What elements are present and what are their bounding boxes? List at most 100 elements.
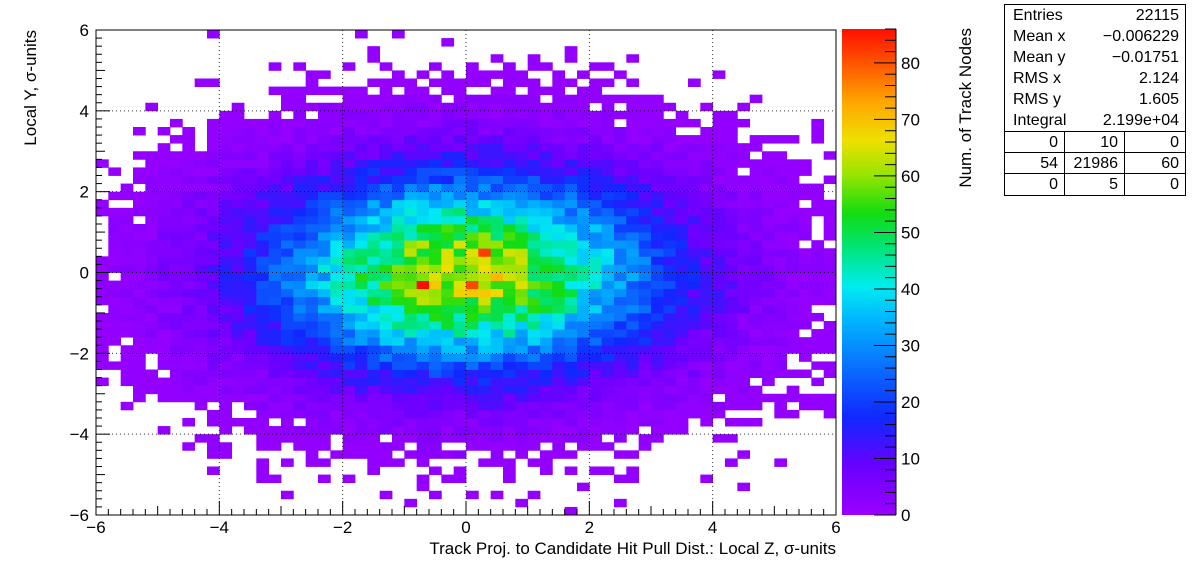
heatmap-bin [108, 296, 122, 306]
overflow-cell: 5 [1065, 174, 1125, 195]
heatmap-bin [651, 191, 664, 201]
heatmap-bin [478, 337, 492, 346]
heatmap-bin [478, 199, 492, 209]
overflow-row-top: 0 10 0 [1005, 131, 1185, 153]
heatmap-bin [355, 86, 368, 96]
heatmap-bin [392, 199, 405, 209]
heatmap-bin [293, 143, 307, 152]
heatmap-bin [207, 224, 220, 233]
heatmap-bin [564, 232, 578, 241]
heatmap-bin [540, 434, 553, 443]
heatmap-bin [786, 345, 800, 354]
heatmap-bin [737, 280, 751, 290]
stats-label: RMS x [1013, 70, 1061, 87]
heatmap-bin [429, 207, 442, 217]
heatmap-bin [244, 304, 257, 314]
heatmap-bin [268, 256, 282, 265]
heatmap-bin [527, 110, 541, 120]
heatmap-bin [552, 345, 566, 354]
heatmap-bin [638, 127, 652, 136]
heatmap-bin [145, 312, 159, 322]
heatmap-bin [638, 151, 652, 160]
heatmap-bin [811, 135, 825, 144]
heatmap-bin [614, 191, 627, 201]
heatmap-bin [638, 377, 652, 387]
heatmap-bin [244, 337, 257, 346]
heatmap-bin [552, 240, 566, 249]
heatmap-bin [663, 272, 677, 281]
heatmap-bin [663, 377, 677, 387]
heatmap-bin [700, 474, 714, 484]
heatmap-bin [120, 207, 134, 217]
heatmap-bin [416, 450, 430, 459]
heatmap-bin [342, 442, 356, 451]
heatmap-bin [589, 127, 603, 136]
heatmap-bin [429, 110, 442, 120]
heatmap-bin [651, 264, 664, 273]
heatmap-bin [515, 135, 529, 144]
heatmap-bin [601, 369, 615, 378]
heatmap-bin [416, 393, 430, 403]
heatmap-bin [540, 135, 553, 144]
heatmap-bin [182, 143, 196, 152]
heatmap-bin [515, 353, 529, 362]
heatmap-bin [416, 143, 430, 152]
heatmap-bin [392, 256, 405, 265]
heatmap-bin [392, 272, 405, 281]
z-tick-label: 70 [901, 110, 920, 129]
heatmap-bin [157, 175, 171, 184]
heatmap-bin [589, 191, 603, 201]
heatmap-bin [108, 215, 122, 225]
heatmap-bin [367, 207, 381, 217]
heatmap-bin [478, 418, 492, 427]
heatmap-bin [577, 393, 590, 403]
heatmap-bin [478, 191, 492, 201]
heatmap-bin [626, 329, 640, 338]
heatmap-bin [712, 337, 726, 346]
heatmap-bin [404, 353, 418, 362]
heatmap-bin [466, 442, 479, 451]
heatmap-bin [490, 224, 504, 233]
heatmap-bin [182, 418, 196, 427]
heatmap-bin [614, 280, 627, 290]
heatmap-bin [540, 458, 553, 467]
heatmap-bin [651, 199, 664, 209]
heatmap-bin [515, 409, 529, 419]
heatmap-bin [441, 401, 455, 411]
heatmap-bin [429, 329, 442, 338]
heatmap-bin [330, 409, 344, 419]
heatmap-bin [194, 321, 208, 330]
heatmap-bin [527, 183, 541, 193]
heatmap-bin [774, 353, 788, 362]
heatmap-bin [527, 280, 541, 290]
heatmap-bin [527, 409, 541, 419]
heatmap-bin [207, 127, 220, 136]
heatmap-bin [231, 312, 245, 322]
heatmap-bin [675, 151, 689, 160]
heatmap-bin [305, 361, 319, 370]
heatmap-bin [157, 191, 171, 201]
heatmap-bin [601, 466, 615, 475]
stats-value: −0.01751 [1111, 49, 1179, 66]
heatmap-bin [318, 409, 331, 419]
heatmap-bin [503, 232, 516, 241]
heatmap-bin [540, 345, 553, 354]
heatmap-bin [108, 304, 122, 314]
heatmap-bin [305, 369, 319, 378]
heatmap-bin [157, 296, 171, 306]
heatmap-bin [589, 143, 603, 152]
heatmap-bin [429, 167, 442, 176]
heatmap-bin [675, 385, 689, 395]
heatmap-bin [737, 215, 751, 225]
heatmap-bin [638, 409, 652, 419]
heatmap-bin [638, 118, 652, 128]
heatmap-bin [589, 272, 603, 281]
heatmap-bin [490, 458, 504, 467]
heatmap-bin [281, 191, 294, 201]
heatmap-bin [515, 450, 529, 459]
heatmap-bin [799, 224, 812, 233]
heatmap-bin [268, 110, 282, 120]
heatmap-bin [318, 393, 331, 403]
heatmap-bin [503, 369, 516, 378]
heatmap-bin [466, 418, 479, 427]
